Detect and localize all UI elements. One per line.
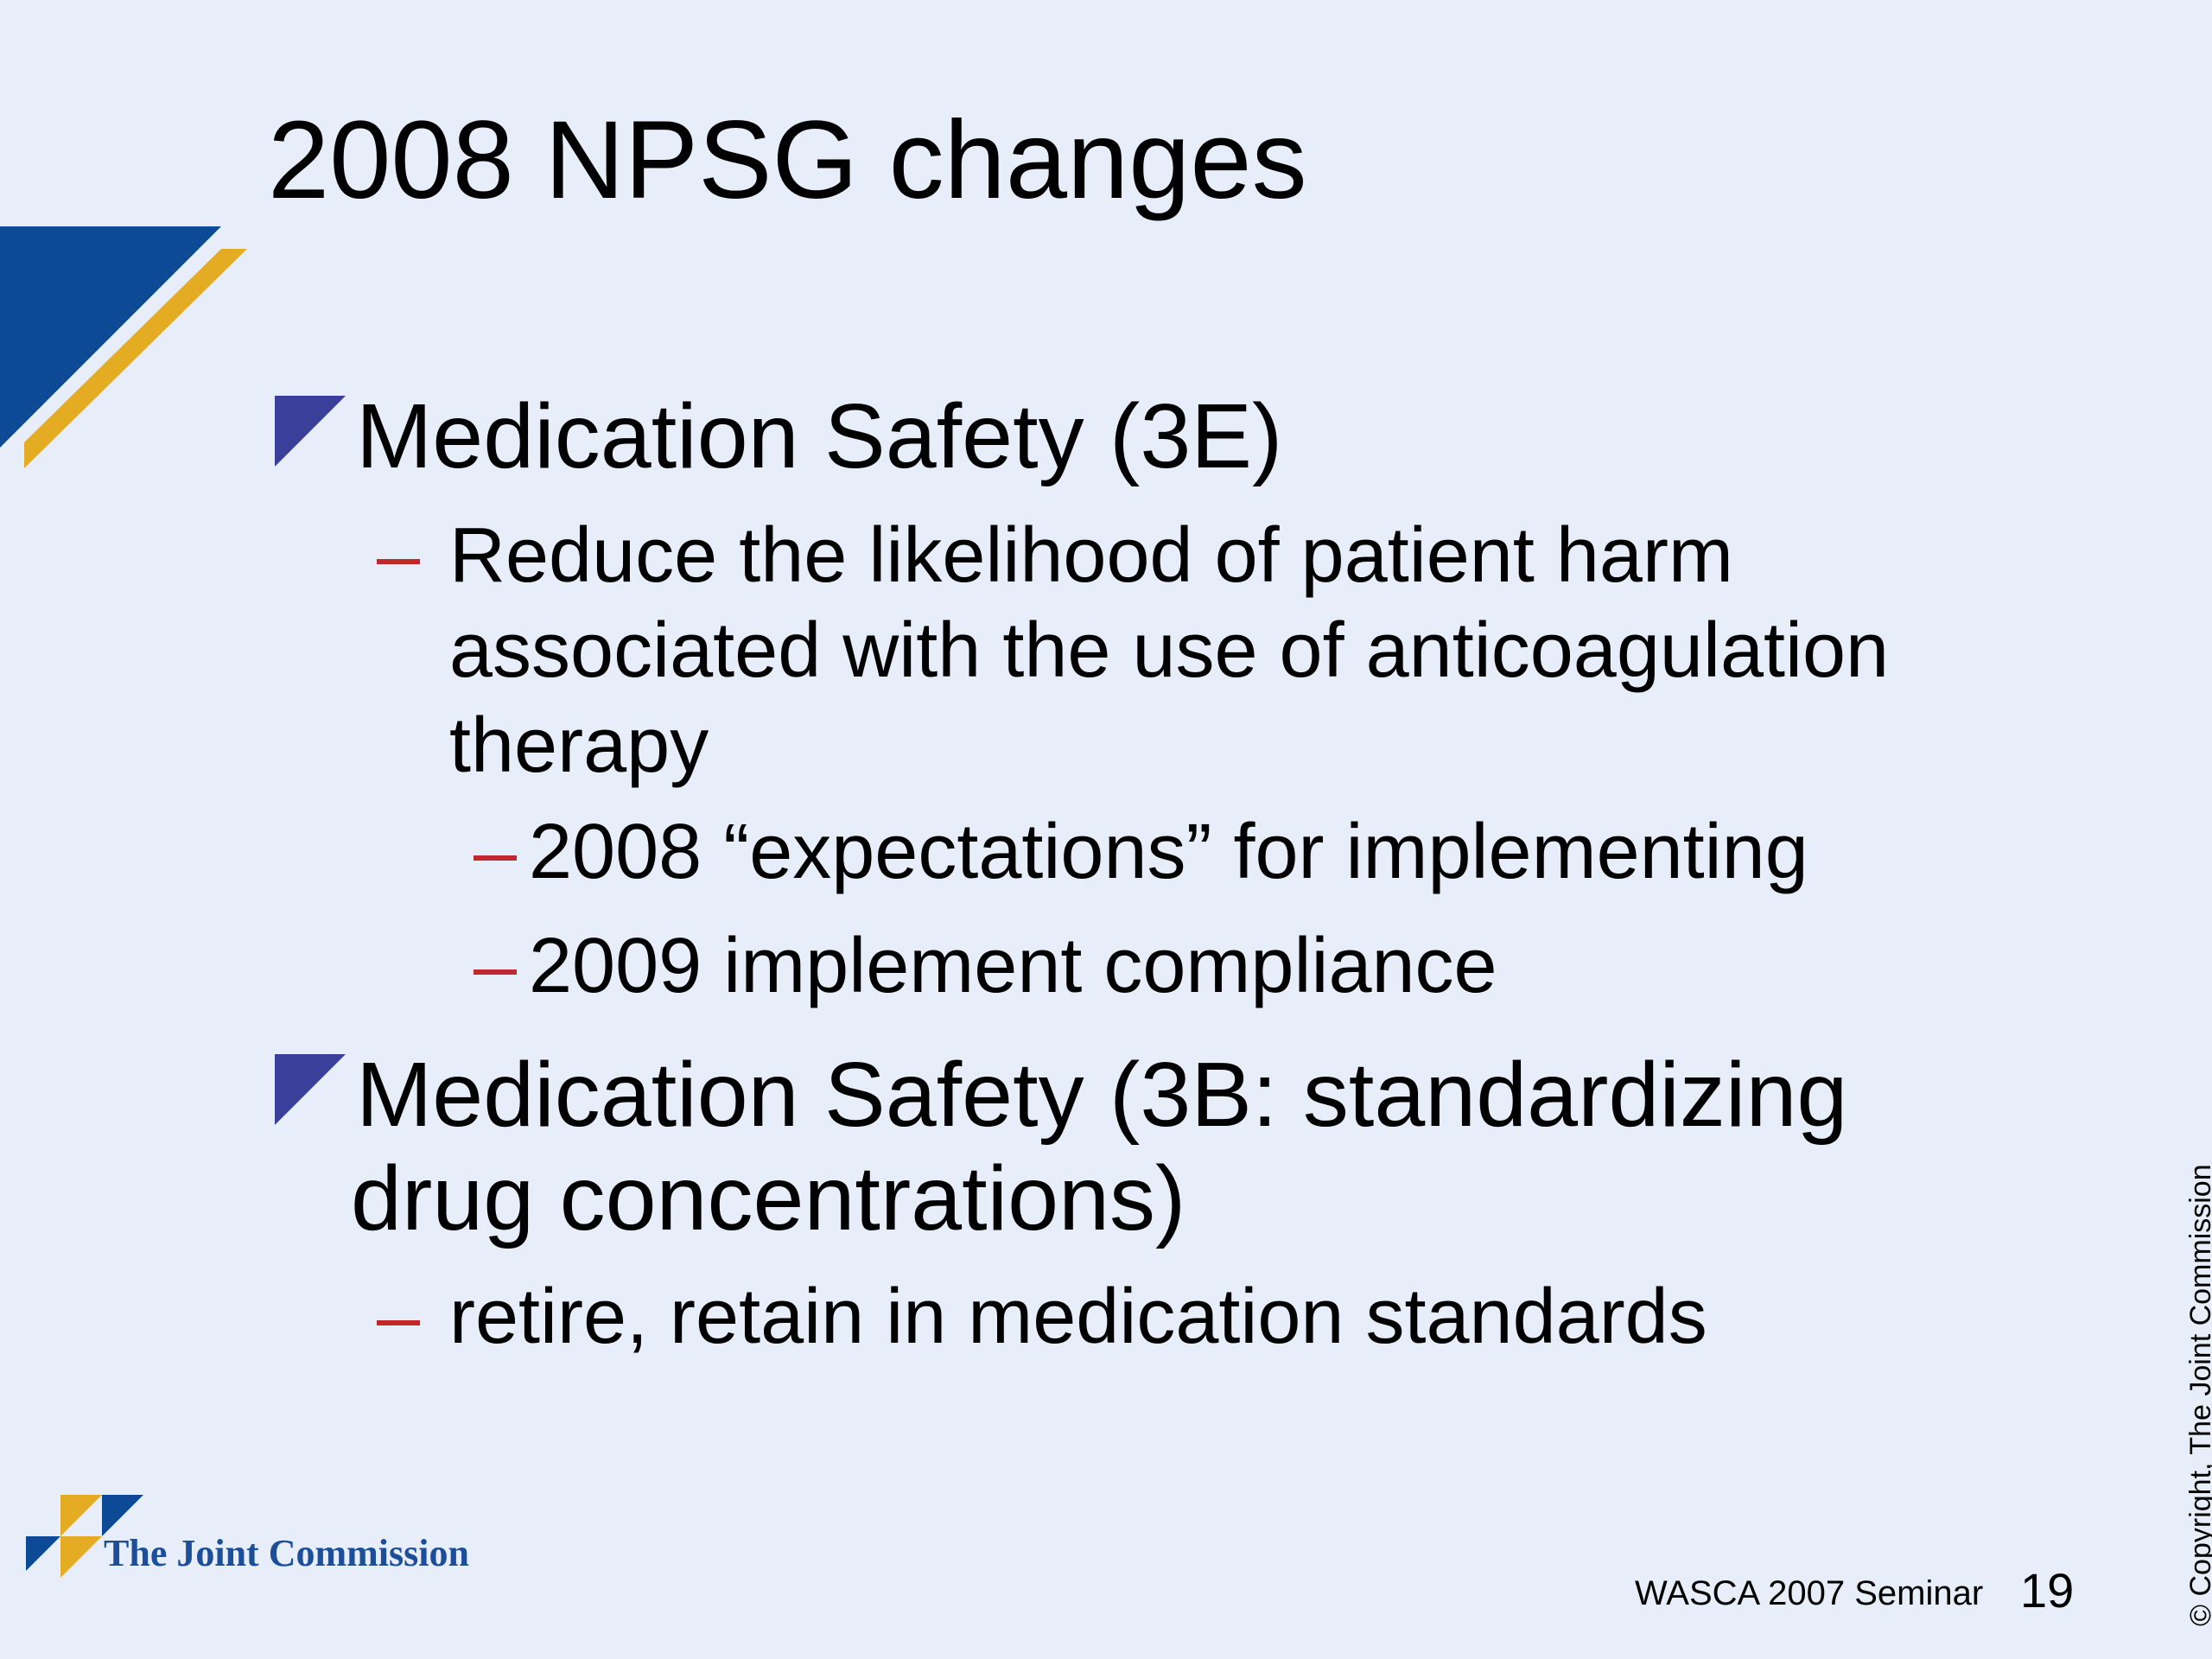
dash-marker: –	[377, 1274, 421, 1360]
bullet-triangle-icon	[275, 1054, 346, 1125]
logo-text: The Joint Commission	[104, 1532, 469, 1574]
logo-mark-icon	[26, 1495, 143, 1578]
page-number: 19	[2020, 1563, 2075, 1618]
dash-marker: –	[474, 809, 518, 895]
footer-seminar-label: WASCA 2007 Seminar	[1635, 1574, 1984, 1612]
subbullet-reduce-harm: – Reduce the likelihood of patient harm …	[377, 507, 2070, 801]
bullet-line-2: drug concentrations)	[351, 1147, 1186, 1249]
subbullet-line-1: Reduce the likelihood of patient harm	[449, 512, 1733, 599]
slide-title: 2008 NPSG changes	[268, 99, 1307, 222]
corner-decoration	[0, 226, 247, 468]
subbullet-text: retire, retain in medication standards	[449, 1274, 1707, 1360]
subbullet-line-3: therapy	[449, 702, 709, 789]
dash-marker: –	[377, 512, 421, 599]
bullet-triangle-icon	[275, 396, 346, 467]
joint-commission-logo: The Joint Commission	[26, 1495, 544, 1581]
subsubbullet-2009-compliance: – 2009 implement compliance	[474, 918, 2029, 1014]
bullet-medication-safety-3b: Medication Safety (3B: standardizing dru…	[275, 1042, 2089, 1258]
dash-marker: –	[474, 923, 518, 1009]
subsubbullet-text: 2008 “expectations” for implementing	[529, 809, 1808, 895]
bullet-line-1: Medication Safety (3B: standardizing	[356, 1044, 1848, 1146]
subbullet-retire-retain: – retire, retain in medication standards	[377, 1268, 2070, 1365]
bullet-text: Medication Safety (3E)	[356, 385, 1283, 487]
copyright-notice: © Copyright, The Joint Commission	[2184, 1164, 2212, 1626]
subbullet-line-2: associated with the use of anticoagulati…	[449, 607, 1890, 694]
subsubbullet-2008-expectations: – 2008 “expectations” for implementing	[474, 804, 2029, 900]
subsubbullet-text: 2009 implement compliance	[529, 923, 1497, 1009]
